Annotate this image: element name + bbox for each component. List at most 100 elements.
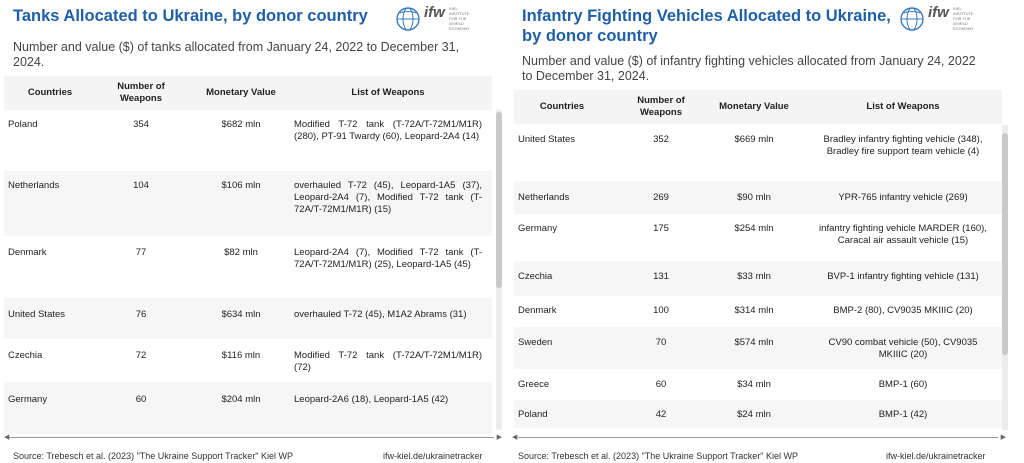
cell-weapons-list: BMP-2 (80), CV9035 MKIIIC (20) (833, 305, 973, 316)
table-row: Netherlands 269 $90 mln YPR-765 infantry ve… (514, 181, 1002, 214)
table-row: United States 352 $669 mln Bradley infantry… (514, 124, 1002, 181)
cell-weapons-list: BVP-1 infantry fighting vehicle (131) (827, 271, 979, 282)
table-row: Czechia 131 $33 mln BVP-1 infantry fighting… (514, 261, 1002, 296)
ifw-logo: ifw KIEL INSTITUTE FOR THE WORLD ECONOMY (392, 2, 472, 32)
cell-number: 72 (135, 350, 147, 361)
ifw-logo: ifw KIEL INSTITUTE FOR THE WORLD ECONOMY (896, 2, 976, 32)
cell-country: United States (8, 309, 66, 320)
cell-weapons-list: Leopard-2A4 (7), Modified T-72 tank (T-7… (294, 247, 482, 270)
scroll-thumb[interactable] (1002, 133, 1008, 355)
scroll-thumb[interactable] (496, 112, 502, 288)
cell-number: 354 (133, 119, 149, 130)
cell-value: $82 mln (224, 247, 258, 258)
cell-country: Czechia (8, 350, 43, 361)
cell-country: United States (518, 134, 576, 145)
cell-value: $116 mln (221, 350, 261, 361)
table-row: Greece 60 $34 mln BMP-1 (60) (514, 369, 1002, 400)
cell-value: $204 mln (221, 394, 261, 405)
logo-text: ifw (928, 4, 949, 21)
table-row: Sweden 70 $574 mln CV90 combat vehicle (50)… (514, 327, 1002, 369)
ifv-link[interactable]: ifw-kiel.de/ukrainetracker (886, 451, 986, 461)
ifv-horizontal-scrollbar[interactable]: ◀ ▶ (512, 434, 1006, 441)
cell-country: Netherlands (8, 180, 60, 191)
table-row: Denmark 77 $82 mln Leopard-2A4 (7), Modifie… (4, 236, 492, 298)
table-header: Countries Number of Weapons Monetary Val… (514, 90, 1002, 124)
tanks-table: Countries Number of Weapons Monetary Val… (4, 76, 492, 434)
cell-weapons-list: Leopard-2A6 (18), Leopard-1A5 (42) (294, 394, 449, 405)
table-row: United States 76 $634 mln overhauled T-72 (… (4, 298, 492, 339)
cell-weapons-list: overhauled T-72 (45), Leopard-1A5 (37), … (294, 180, 482, 215)
cell-number: 76 (135, 309, 147, 320)
tanks-horizontal-scrollbar[interactable]: ◀ ▶ (4, 434, 502, 441)
col-value: Monetary Value (206, 87, 276, 98)
tanks-vertical-scrollbar[interactable] (496, 110, 502, 430)
cell-weapons-list: Bradley infantry fighting vehicle (348),… (823, 134, 983, 157)
logo-subtext: KIEL INSTITUTE FOR THE WORLD ECONOMY (449, 6, 470, 31)
col-countries: Countries (539, 101, 585, 112)
cell-number: 269 (653, 192, 669, 203)
table-header: Countries Number of Weapons Monetary Val… (4, 76, 492, 110)
cell-country: Poland (8, 119, 38, 130)
col-number: Number of Weapons (637, 95, 685, 118)
scroll-left-icon[interactable]: ◀ (4, 434, 10, 441)
ifv-subtitle: Number and value ($) of infantry fightin… (522, 54, 976, 83)
cell-value: $574 mln (734, 337, 774, 348)
cell-weapons-list: YPR-765 infantry vehicle (269) (838, 192, 968, 203)
ifv-table: Countries Number of Weapons Monetary Val… (514, 90, 1002, 428)
scroll-right-icon[interactable]: ▶ (1000, 434, 1006, 441)
col-list: List of Weapons (351, 87, 425, 98)
cell-weapons-list: BMP-1 (42) (878, 409, 928, 420)
tanks-source: Source: Trebesch et al. (2023) "The Ukra… (13, 451, 294, 461)
cell-number: 60 (655, 379, 667, 390)
col-countries: Countries (27, 87, 73, 98)
cell-value: $33 mln (737, 271, 771, 282)
globe-icon (396, 7, 420, 31)
table-row: Poland 42 $24 mln BMP-1 (42) (514, 400, 1002, 428)
table-row: Netherlands 104 $106 mln overhauled T-72 (4… (4, 171, 492, 236)
cell-number: 70 (655, 337, 667, 348)
cell-country: Germany (518, 223, 558, 234)
cell-value: $106 mln (221, 180, 261, 191)
cell-weapons-list: infantry fighting vehicle MARDER (160), … (819, 223, 987, 246)
cell-value: $669 mln (734, 134, 774, 145)
cell-number: 175 (653, 223, 669, 234)
ifv-title: Infantry Fighting Vehicles Allocated to … (522, 7, 891, 45)
cell-number: 60 (135, 394, 147, 405)
cell-value: $24 mln (737, 409, 771, 420)
scroll-right-icon[interactable]: ▶ (496, 434, 502, 441)
table-row: Czechia 72 $116 mln Modified T-72 tank (T-7… (4, 339, 492, 382)
ifv-vertical-scrollbar[interactable] (1002, 125, 1008, 430)
cell-number: 104 (133, 180, 149, 191)
cell-country: Czechia (518, 271, 553, 282)
cell-weapons-list: Modified T-72 tank (T-72A/T-72M1/M1R) (7… (294, 350, 482, 373)
globe-icon (900, 7, 924, 31)
ifv-panel: Infantry Fighting Vehicles Allocated to … (512, 0, 1024, 463)
tanks-subtitle: Number and value ($) of tanks allocated … (13, 40, 460, 69)
cell-number: 352 (653, 134, 669, 145)
cell-value: $682 mln (221, 119, 261, 130)
tanks-panel: Tanks Allocated to Ukraine, by donor cou… (0, 0, 508, 463)
logo-text: ifw (424, 4, 445, 21)
cell-number: 100 (653, 305, 669, 316)
scroll-track[interactable] (518, 437, 998, 438)
cell-country: Netherlands (518, 192, 570, 203)
tanks-link[interactable]: ifw-kiel.de/ukrainetracker (383, 451, 483, 461)
tanks-title: Tanks Allocated to Ukraine, by donor cou… (13, 7, 368, 25)
cell-number: 42 (655, 409, 667, 420)
cell-country: Poland (518, 409, 548, 420)
scroll-track[interactable] (10, 437, 494, 438)
table-row: Germany 175 $254 mln infantry fighting vehi… (514, 214, 1002, 261)
logo-subtext: KIEL INSTITUTE FOR THE WORLD ECONOMY (953, 6, 974, 31)
cell-weapons-list: CV90 combat vehicle (50), CV9035 MKIIIC … (828, 337, 978, 360)
table-row: Germany 60 $204 mln Leopard-2A6 (18), Leopa… (4, 382, 492, 434)
scroll-left-icon[interactable]: ◀ (512, 434, 518, 441)
col-value: Monetary Value (719, 101, 789, 112)
cell-weapons-list: overhauled T-72 (45), M1A2 Abrams (31) (294, 309, 467, 320)
cell-country: Denmark (8, 247, 47, 258)
cell-country: Sweden (518, 337, 553, 348)
cell-weapons-list: BMP-1 (60) (878, 379, 928, 390)
cell-value: $90 mln (737, 192, 771, 203)
cell-number: 131 (653, 271, 669, 282)
ifv-source: Source: Trebesch et al. (2023) "The Ukra… (518, 451, 799, 461)
table-row: Poland 354 $682 mln Modified T-72 tank (T-7… (4, 110, 492, 171)
